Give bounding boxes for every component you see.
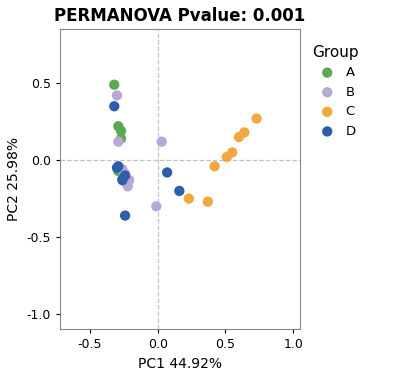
Point bbox=[176, 188, 182, 194]
Point bbox=[119, 177, 126, 183]
Y-axis label: PC2 25.98%: PC2 25.98% bbox=[7, 137, 21, 222]
Point bbox=[115, 123, 122, 129]
Point bbox=[153, 203, 160, 209]
Point bbox=[205, 199, 211, 205]
Point bbox=[111, 82, 118, 88]
Point bbox=[211, 163, 218, 169]
Point bbox=[229, 149, 236, 155]
Point bbox=[119, 176, 126, 182]
Point bbox=[241, 129, 248, 135]
Point bbox=[111, 103, 118, 109]
X-axis label: PC1 44.92%: PC1 44.92% bbox=[138, 357, 222, 371]
Point bbox=[115, 163, 122, 169]
Point bbox=[125, 183, 131, 189]
Point bbox=[122, 179, 128, 185]
Point bbox=[224, 154, 230, 160]
Point bbox=[158, 139, 165, 145]
Legend: A, B, C, D: A, B, C, D bbox=[309, 42, 361, 141]
Point bbox=[254, 116, 260, 122]
Point bbox=[119, 166, 126, 172]
Point bbox=[122, 171, 128, 177]
Point bbox=[164, 169, 170, 175]
Point bbox=[114, 93, 120, 99]
Point bbox=[118, 136, 124, 142]
Point bbox=[115, 139, 122, 145]
Point bbox=[115, 168, 122, 174]
Point bbox=[126, 177, 132, 183]
Point bbox=[114, 165, 120, 171]
Point bbox=[236, 134, 242, 140]
Point bbox=[186, 195, 192, 201]
Point bbox=[118, 128, 124, 134]
Point bbox=[122, 212, 128, 218]
Title: PERMANOVA Pvalue: 0.001: PERMANOVA Pvalue: 0.001 bbox=[54, 7, 306, 25]
Point bbox=[122, 172, 128, 178]
